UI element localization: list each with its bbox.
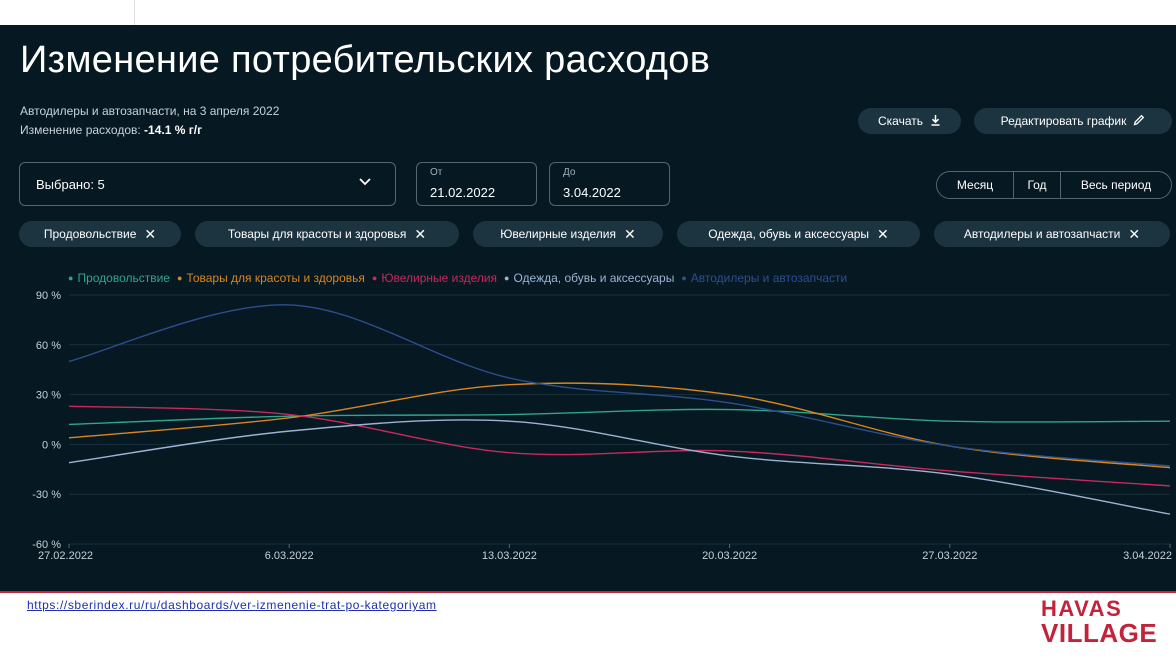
legend-dot: ●	[504, 273, 510, 283]
date-from-value: 21.02.2022	[430, 185, 496, 200]
close-icon[interactable]: ✕	[877, 225, 889, 242]
x-tick-label: 27.02.2022	[38, 550, 93, 562]
legend-item[interactable]: ● Продовольствие	[68, 271, 170, 285]
chevron-down-icon	[357, 173, 373, 193]
legend-dot: ●	[371, 273, 378, 283]
chart-legend: ● Продовольствие ● Товары для красоты и здо…	[68, 271, 847, 285]
category-select[interactable]: Выбрано: 5	[19, 162, 396, 206]
period-month[interactable]: Месяц	[937, 172, 1014, 198]
select-label: Выбрано: 5	[36, 177, 105, 192]
change-label: Изменение расходов:	[20, 123, 141, 137]
y-tick-label: 30 %	[36, 390, 61, 402]
logo-line1: HAVAS	[1041, 596, 1122, 621]
y-tick-label: 60 %	[36, 340, 61, 352]
x-tick-label: 6.03.2022	[265, 550, 314, 562]
close-icon[interactable]: ✕	[414, 225, 427, 242]
legend-dot: ●	[176, 273, 183, 283]
period-year[interactable]: Год	[1014, 172, 1061, 198]
date-to-caption: До	[563, 167, 576, 178]
top-bar	[0, 0, 1176, 25]
filter-chip[interactable]: Продовольствие ✕	[19, 221, 181, 247]
accent-divider	[0, 591, 1176, 593]
x-tick-label: 13.03.2022	[482, 550, 537, 562]
download-label: Скачать	[878, 114, 923, 128]
legend-label: Товары для красоты и здоровья	[186, 271, 365, 285]
period-all[interactable]: Весь период	[1080, 178, 1152, 192]
legend-label: Автодилеры и автозапчасти	[690, 271, 848, 285]
spending-change: Изменение расходов: -14.1 % г/г	[20, 123, 202, 137]
date-from-caption: От	[430, 167, 443, 178]
havas-village-logo: HAVAS VILLAGE	[1039, 596, 1165, 648]
legend-item[interactable]: ● Товары для красоты и здоровья	[177, 271, 365, 285]
filter-chip[interactable]: Автодилеры и автозапчасти ✕	[934, 221, 1170, 247]
subtitle: Автодилеры и автозапчасти, на 3 апреля 2…	[20, 104, 280, 118]
close-icon[interactable]: ✕	[623, 225, 636, 242]
y-tick-label: 0 %	[42, 439, 61, 451]
pencil-icon	[1133, 114, 1145, 129]
source-link[interactable]: https://sberindex.ru/ru/dashboards/ver-i…	[27, 598, 437, 612]
legend-item[interactable]: ● Автодилеры и автозапчасти	[681, 271, 847, 285]
legend-label: Продовольствие	[77, 271, 170, 285]
line-chart: 90 % 60 % 30 % 0 % -30 % -60 %27.02.2022 6.03.…	[32, 290, 1172, 562]
page-title: Изменение потребительских расходов	[20, 39, 711, 81]
chip-label: Одежда, обувь и аксессуары	[708, 227, 870, 241]
edit-chart-button[interactable]: Редактировать график	[974, 108, 1172, 134]
close-icon[interactable]: ✕	[144, 225, 157, 242]
download-button[interactable]: Скачать	[858, 108, 961, 134]
filter-chip[interactable]: Ювелирные изделия ✕	[473, 221, 663, 247]
x-tick-label: 20.03.2022	[702, 550, 757, 562]
date-to-value: 3.04.2022	[563, 185, 621, 200]
top-divider	[134, 0, 135, 25]
legend-dot: ●	[681, 273, 687, 283]
x-tick-label: 27.03.2022	[922, 550, 977, 562]
series-line	[68, 304, 1171, 467]
download-icon	[930, 114, 941, 129]
chip-label: Товары для красоты и здоровья	[227, 227, 407, 241]
series-line	[68, 405, 1171, 487]
change-value: -14.1 % г/г	[144, 123, 203, 137]
period-switch: Месяц Год Весь период	[936, 171, 1172, 199]
series-line	[68, 419, 1171, 515]
chip-label: Продовольствие	[43, 227, 137, 241]
chip-label: Автодилеры и автозапчасти	[963, 227, 1121, 241]
filter-chip[interactable]: Одежда, обувь и аксессуары ✕	[677, 221, 920, 247]
legend-dot: ●	[68, 273, 74, 283]
chip-label: Ювелирные изделия	[500, 227, 616, 241]
legend-item[interactable]: ● Ювелирные изделия	[372, 271, 497, 285]
date-to-field[interactable]: До 3.04.2022	[549, 162, 670, 206]
close-icon[interactable]: ✕	[1128, 225, 1141, 242]
y-tick-label: -60 %	[32, 539, 61, 551]
y-tick-label: -30 %	[32, 489, 61, 501]
legend-label: Ювелирные изделия	[381, 271, 498, 285]
edit-label: Редактировать график	[1000, 114, 1127, 128]
series-line	[68, 382, 1171, 469]
x-tick-label: 3.04.2022	[1123, 550, 1172, 562]
legend-label: Одежда, обувь и аксессуары	[513, 271, 675, 285]
logo-line2: VILLAGE	[1041, 618, 1157, 648]
date-from-field[interactable]: От 21.02.2022	[416, 162, 537, 206]
legend-item[interactable]: ● Одежда, обувь и аксессуары	[504, 271, 674, 285]
dashboard-panel: Изменение потребительских расходов Автод…	[0, 25, 1176, 593]
series-line	[68, 408, 1171, 426]
filter-chip[interactable]: Товары для красоты и здоровья ✕	[195, 221, 459, 247]
y-tick-label: 90 %	[36, 290, 61, 302]
